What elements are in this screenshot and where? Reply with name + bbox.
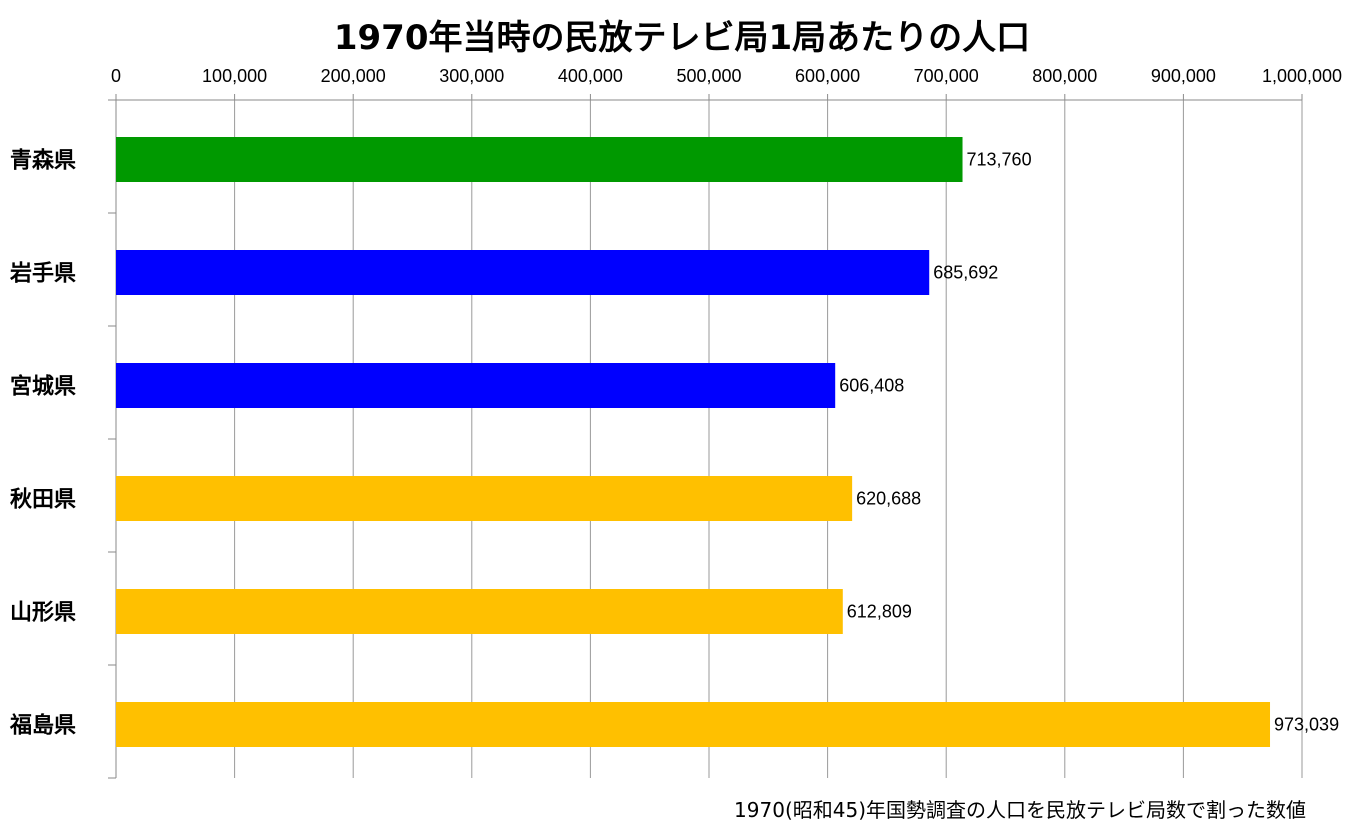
x-tick-label: 0 [111, 66, 121, 86]
category-label: 秋田県 [10, 488, 76, 513]
category-label: 福島県 [9, 713, 76, 739]
x-tick-label: 1,000,000 [1262, 66, 1342, 86]
bar [116, 250, 930, 295]
footnote: 1970(昭和45)年国勢調査の人口を民放テレビ局数で割った数値 [734, 798, 1306, 822]
x-tick-label: 500,000 [676, 66, 741, 86]
bar [116, 476, 853, 521]
axes [108, 99, 1302, 779]
x-tick-label: 100,000 [202, 66, 267, 86]
bar [116, 702, 1271, 747]
x-tick-label: 300,000 [439, 66, 504, 86]
x-tick-label: 200,000 [321, 66, 386, 86]
x-axis-ticks: 0 100,000 200,000 300,000 400,000 500,000 600,… [111, 66, 1342, 100]
data-label: 685,692 [933, 263, 998, 283]
value-labels: 713,760 685,692 606,408 620,688 612,809 973,0… [839, 150, 1339, 735]
bar [116, 589, 843, 634]
category-label: 青森県 [10, 148, 76, 174]
category-label: 岩手県 [9, 262, 76, 287]
data-label: 606,408 [839, 376, 904, 396]
data-label: 713,760 [967, 150, 1032, 170]
data-label: 612,809 [847, 602, 912, 622]
bar [116, 363, 836, 408]
x-tick-label: 800,000 [1032, 66, 1097, 86]
bar [116, 137, 963, 182]
x-tick-label: 400,000 [558, 66, 623, 86]
x-tick-label: 900,000 [1151, 66, 1216, 86]
bars [116, 137, 1271, 747]
data-label: 620,688 [856, 489, 921, 509]
category-label: 宮城県 [10, 374, 76, 400]
category-label: 山形県 [10, 601, 76, 626]
x-tick-label: 600,000 [795, 66, 860, 86]
data-label: 973,039 [1274, 715, 1339, 735]
chart-title: 1970年当時の民放テレビ局1局あたりの人口 [333, 18, 1031, 58]
gridlines [234, 100, 1303, 778]
x-tick-label: 700,000 [914, 66, 979, 86]
